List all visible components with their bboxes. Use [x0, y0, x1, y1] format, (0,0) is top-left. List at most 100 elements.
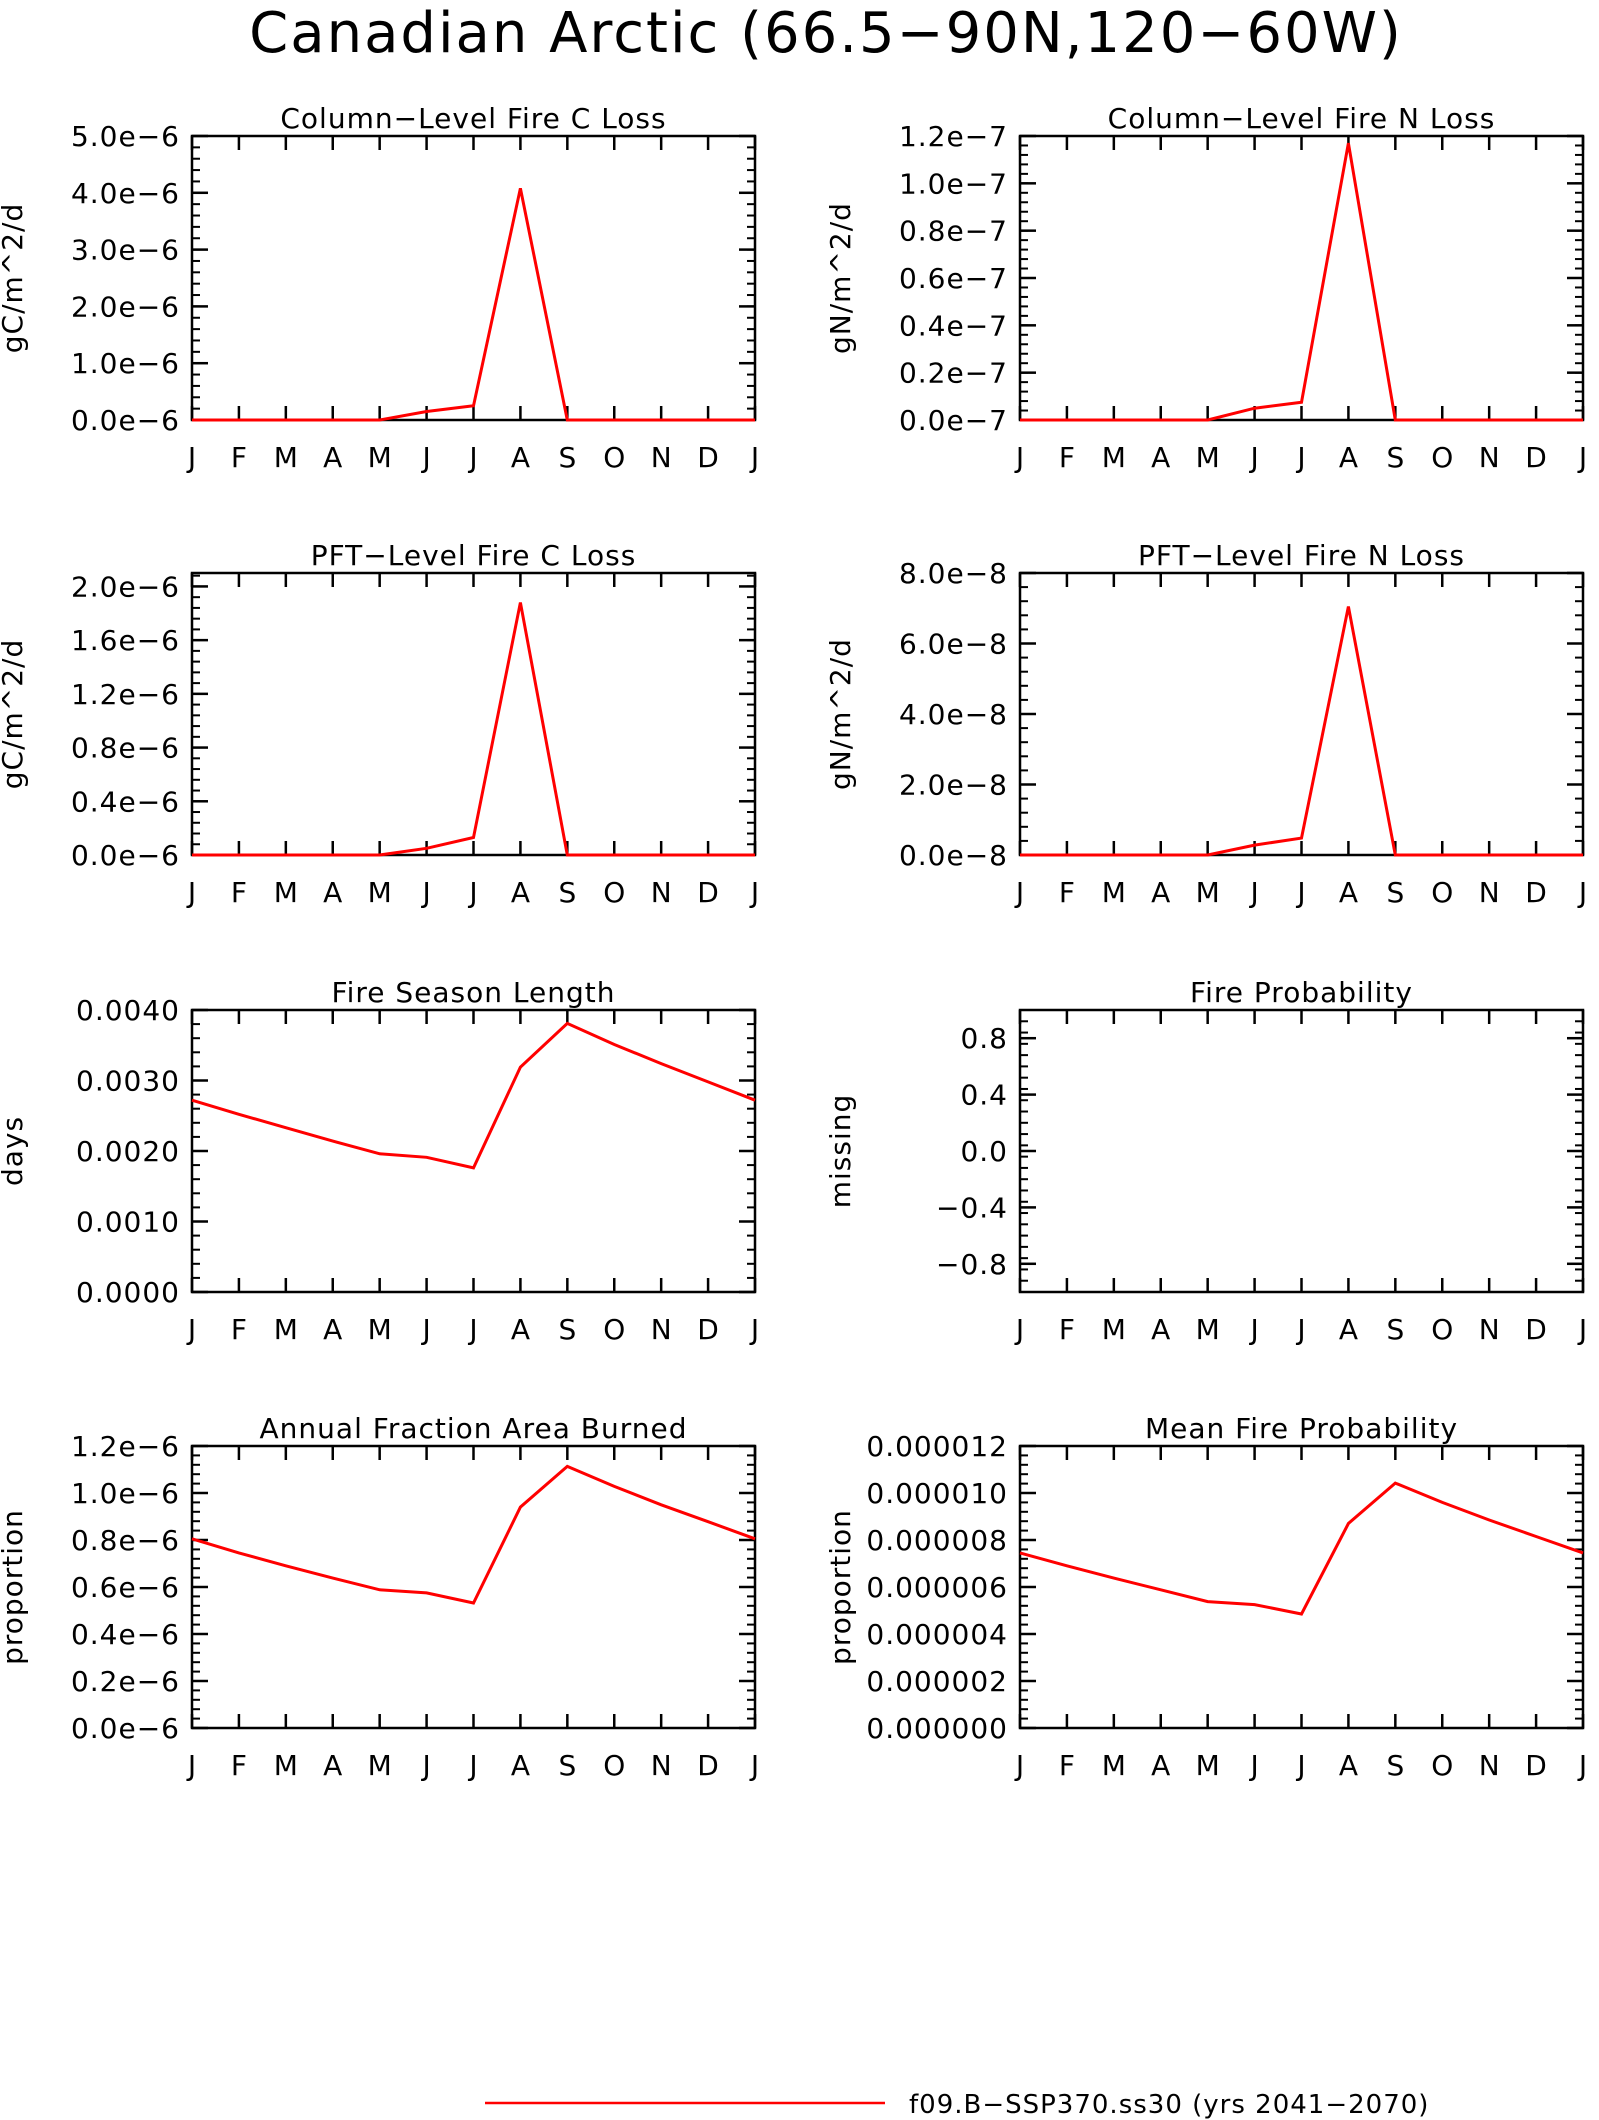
y-tick-label: 0.8e−7 [899, 215, 1008, 248]
x-tick-label: N [651, 876, 672, 909]
x-tick-label: J [749, 1313, 759, 1346]
legend-label: f09.B−SSP370.ss30 (yrs 2041−2070) [909, 2090, 1429, 2120]
x-tick-label: J [749, 1749, 759, 1782]
y-tick-label: 0.000004 [866, 1618, 1008, 1651]
x-tick-label: J [1014, 1313, 1024, 1346]
x-tick-label: M [274, 1313, 298, 1346]
x-tick-label: J [186, 1313, 196, 1346]
chart-title: Annual Fraction Area Burned [260, 1412, 688, 1445]
x-tick-label: O [1431, 1313, 1453, 1346]
y-tick-label: 0.2e−6 [71, 1665, 180, 1698]
x-tick-label: D [1525, 876, 1547, 909]
y-tick-label: 4.0e−6 [71, 177, 180, 210]
x-tick-label: J [1577, 1313, 1587, 1346]
x-tick-label: N [1479, 876, 1500, 909]
x-tick-label: S [558, 1749, 576, 1782]
x-tick-label: A [511, 1749, 530, 1782]
x-tick-label: O [603, 1749, 625, 1782]
y-tick-label: 0.0e−8 [899, 839, 1008, 872]
x-tick-label: J [1295, 1313, 1305, 1346]
y-tick-label: 0.6e−6 [71, 1571, 180, 1604]
x-tick-label: J [420, 1749, 430, 1782]
x-tick-label: J [1248, 1313, 1258, 1346]
y-tick-label: 0.4 [960, 1079, 1008, 1112]
y-tick-label: 2.0e−6 [71, 290, 180, 323]
x-tick-label: M [274, 1749, 298, 1782]
x-tick-label: J [467, 876, 477, 909]
x-tick-label: D [1525, 1749, 1547, 1782]
y-tick-label: 0.0 [960, 1135, 1008, 1168]
y-tick-label: 0.000000 [866, 1712, 1008, 1745]
y-tick-label: 0.0020 [76, 1135, 180, 1168]
y-tick-label: 5.0e−6 [71, 120, 180, 153]
x-tick-label: A [1339, 1749, 1358, 1782]
x-tick-label: S [1386, 1749, 1404, 1782]
x-tick-label: A [1151, 1313, 1170, 1346]
y-tick-label: 2.0e−8 [899, 769, 1008, 802]
y-axis-label: proportion [824, 1509, 857, 1665]
y-tick-label: 1.2e−7 [899, 120, 1008, 153]
y-tick-label: 0.0e−6 [71, 839, 180, 872]
y-tick-label: 0.000002 [866, 1665, 1008, 1698]
x-tick-label: A [323, 441, 342, 474]
x-tick-label: N [1479, 441, 1500, 474]
y-axis-label: gN/m^2/d [824, 202, 857, 354]
y-axis-label: gN/m^2/d [824, 638, 857, 790]
x-tick-label: O [1431, 1749, 1453, 1782]
x-tick-label: M [1102, 876, 1126, 909]
series-line [191, 1021, 756, 1170]
x-tick-label: M [368, 441, 392, 474]
x-tick-label: A [1339, 441, 1358, 474]
y-tick-label: 0.4e−7 [899, 309, 1008, 342]
y-tick-label: 0.0e−6 [71, 404, 180, 437]
x-tick-label: N [651, 1749, 672, 1782]
x-tick-label: J [420, 441, 430, 474]
chart-title: Mean Fire Probability [1145, 1412, 1458, 1445]
plot-frame [190, 1444, 757, 1730]
plot-frame [190, 1008, 757, 1294]
x-tick-label: M [1102, 441, 1126, 474]
plot-frame [1018, 1008, 1585, 1294]
x-tick-label: J [186, 1749, 196, 1782]
x-tick-label: F [231, 876, 247, 909]
x-tick-label: A [323, 1313, 342, 1346]
y-tick-label: 0.0010 [76, 1206, 180, 1239]
x-tick-label: J [749, 876, 759, 909]
x-tick-label: M [274, 441, 298, 474]
x-tick-label: D [697, 876, 719, 909]
x-tick-label: F [1059, 1313, 1075, 1346]
x-tick-label: F [231, 1313, 247, 1346]
x-tick-label: A [323, 876, 342, 909]
x-tick-label: S [1386, 441, 1404, 474]
x-tick-label: A [1151, 1749, 1170, 1782]
chart-title: Column−Level Fire C Loss [280, 102, 666, 135]
x-tick-label: J [1248, 876, 1258, 909]
y-tick-label: 3.0e−6 [71, 234, 180, 267]
x-tick-label: A [511, 876, 530, 909]
y-tick-label: 0.000006 [866, 1571, 1008, 1604]
y-tick-label: 0.4e−6 [71, 1618, 180, 1651]
x-tick-label: A [1151, 441, 1170, 474]
x-tick-label: D [1525, 1313, 1547, 1346]
x-tick-label: J [1577, 1749, 1587, 1782]
y-tick-label: 6.0e−8 [899, 628, 1008, 661]
x-tick-label: D [697, 1313, 719, 1346]
chart-title: PFT−Level Fire N Loss [1138, 539, 1465, 572]
x-tick-label: S [558, 441, 576, 474]
x-tick-label: F [1059, 876, 1075, 909]
x-tick-label: A [511, 1313, 530, 1346]
x-tick-label: M [368, 876, 392, 909]
x-tick-label: M [1102, 1313, 1126, 1346]
plot-frame [190, 571, 757, 857]
x-tick-label: F [231, 441, 247, 474]
y-tick-label: 0.0030 [76, 1065, 180, 1098]
y-tick-label: 0.8 [960, 1022, 1008, 1055]
x-tick-label: J [467, 1749, 477, 1782]
y-tick-label: 4.0e−8 [899, 698, 1008, 731]
x-tick-label: A [1151, 876, 1170, 909]
y-axis-label: missing [824, 1094, 857, 1209]
x-tick-label: F [1059, 1749, 1075, 1782]
